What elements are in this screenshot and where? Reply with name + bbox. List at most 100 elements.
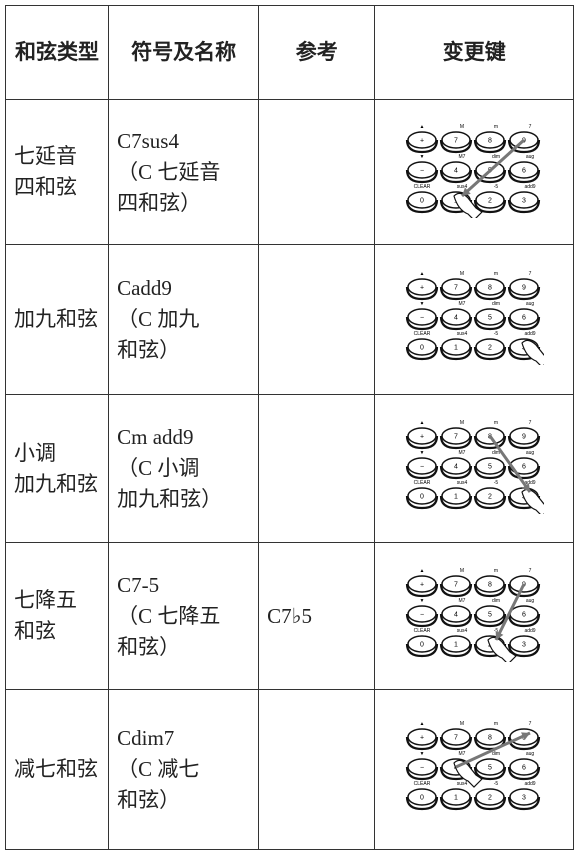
key-label: ▼ bbox=[420, 450, 425, 456]
key-text: + bbox=[420, 285, 424, 292]
key-text: 2 bbox=[488, 197, 492, 204]
header-row: 和弦类型 符号及名称 参考 变更键 bbox=[4, 5, 574, 100]
chord-name-cell: C7sus4 （C 七延音 四和弦） bbox=[108, 99, 260, 245]
key-label: 7 bbox=[529, 721, 532, 727]
arrow-shaft bbox=[494, 582, 526, 641]
key-label: sus4 bbox=[457, 184, 468, 190]
key-text: 0 bbox=[420, 795, 424, 802]
key-top bbox=[475, 130, 505, 149]
chord-type: 减七和弦 bbox=[14, 757, 98, 781]
arrow-shaft bbox=[455, 731, 531, 769]
key-top bbox=[407, 574, 437, 593]
key-text: 3 bbox=[522, 197, 526, 204]
arrow-head bbox=[521, 732, 531, 741]
key-label: m bbox=[494, 124, 498, 130]
key-label: 7 bbox=[529, 568, 532, 574]
key-text: 0 bbox=[420, 494, 424, 501]
chord-name: （C 小调 bbox=[117, 456, 200, 480]
reference-cell bbox=[258, 99, 376, 245]
key-top bbox=[475, 190, 505, 209]
key-label: dim bbox=[492, 751, 500, 757]
chord-type-cell: 减七和弦 bbox=[4, 689, 110, 850]
hand bbox=[453, 759, 484, 788]
chord-name: 加九和弦） bbox=[117, 487, 223, 511]
key-top bbox=[509, 278, 539, 296]
key-text: 0 bbox=[420, 345, 424, 352]
key-label: M7 bbox=[459, 751, 466, 757]
key-top bbox=[441, 604, 471, 623]
key-text: − bbox=[420, 611, 424, 618]
key-text: 0 bbox=[420, 641, 424, 648]
chord-name: 和弦） bbox=[117, 338, 181, 362]
key-text: 4 bbox=[454, 315, 458, 322]
key-top bbox=[509, 427, 539, 445]
chord-type: 小调 bbox=[14, 440, 56, 465]
chord-name-cell: Cdim7 （C 减七 和弦） bbox=[108, 689, 260, 850]
key-top bbox=[475, 457, 505, 475]
key-label: dim bbox=[492, 301, 500, 307]
key-label: M bbox=[460, 568, 464, 574]
key-top bbox=[441, 788, 471, 806]
chord-type-cell: 加九和弦 bbox=[4, 244, 110, 395]
chord-type: 加九和弦 bbox=[14, 471, 98, 496]
key-label: add9 bbox=[525, 331, 536, 337]
key-label: 7 bbox=[529, 420, 532, 426]
key-label: ▼ bbox=[420, 154, 425, 160]
key-label: CLEAR bbox=[414, 781, 431, 787]
reference-cell bbox=[258, 244, 376, 395]
key-label: add9 bbox=[525, 480, 536, 486]
key-text: + bbox=[420, 137, 424, 144]
chord-name: 和弦） bbox=[117, 788, 181, 812]
chord-type: 和弦 bbox=[14, 619, 56, 643]
key-top bbox=[407, 634, 437, 653]
key-text: 8 bbox=[488, 137, 492, 144]
chord-name: Cdim7 bbox=[117, 726, 175, 750]
key-text: 0 bbox=[420, 197, 424, 204]
reference-cell: C7♭5 bbox=[258, 542, 376, 690]
header-cell: 和弦类型 bbox=[4, 5, 110, 100]
key-top bbox=[441, 338, 471, 356]
key-top bbox=[441, 130, 471, 149]
key-label: ▲ bbox=[420, 271, 425, 277]
key-text: 3 bbox=[522, 795, 526, 802]
key-label: 7 bbox=[529, 124, 532, 130]
header-cell: 参考 bbox=[258, 5, 376, 100]
key-top bbox=[407, 788, 437, 806]
key-top bbox=[509, 634, 539, 653]
key-text: 5 bbox=[488, 611, 492, 618]
key-label: M bbox=[460, 721, 464, 727]
key-label: aug bbox=[526, 751, 535, 757]
key-top bbox=[475, 308, 505, 326]
key-label: ▲ bbox=[420, 568, 425, 574]
key-label: ▼ bbox=[420, 598, 425, 604]
key-top bbox=[509, 190, 539, 209]
key-label: -5 bbox=[494, 331, 499, 337]
key-top bbox=[475, 788, 505, 806]
arrow-head bbox=[495, 630, 504, 640]
key-text: 8 bbox=[488, 581, 492, 588]
key-text: 1 bbox=[454, 795, 458, 802]
key-top bbox=[441, 160, 471, 179]
key-top bbox=[441, 634, 471, 653]
reference-cell bbox=[258, 689, 376, 850]
key-top bbox=[509, 758, 539, 776]
key-label: 7 bbox=[529, 271, 532, 277]
header-cell: 符号及名称 bbox=[108, 5, 260, 100]
key-text: − bbox=[420, 167, 424, 174]
key-top bbox=[407, 308, 437, 326]
key-top bbox=[509, 308, 539, 326]
key-top bbox=[441, 427, 471, 445]
key-text: 9 bbox=[522, 434, 526, 441]
key-top bbox=[407, 427, 437, 445]
reference: C7♭5 bbox=[267, 603, 312, 628]
key-top bbox=[407, 160, 437, 179]
key-top bbox=[475, 758, 505, 776]
chord-name-cell: Cadd9 （C 加九 和弦） bbox=[108, 244, 260, 395]
